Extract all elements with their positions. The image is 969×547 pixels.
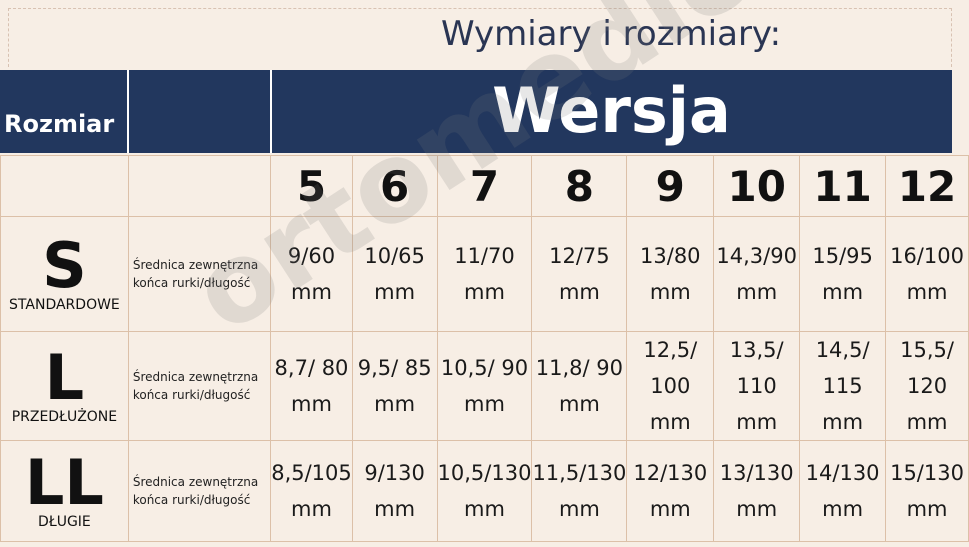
version-header: Wersja: [492, 74, 731, 147]
page-title: Wymiary i rozmiary:: [440, 14, 782, 54]
value-cell: 12/130 mm: [626, 440, 715, 542]
size-cell: LL DŁUGIE: [0, 440, 129, 542]
table-row: L PRZEDŁUŻONE Średnica zewnętrzna końca rur…: [0, 331, 969, 441]
value-cell: 16/100 mm: [885, 216, 969, 332]
value-cell: 8,7/ 80 mm: [270, 331, 353, 441]
value-cell: 12/75 mm: [531, 216, 628, 332]
title-frame: [8, 8, 952, 67]
value-cell: 10,5/ 90 mm: [436, 331, 533, 441]
value-cell: 11,8/ 90 mm: [531, 331, 628, 441]
description-cell: Średnica zewnętrzna końca rurki/długość: [127, 216, 272, 332]
value-cell: 10/65 mm: [351, 216, 438, 332]
version-number: 10: [713, 155, 801, 217]
version-number: 7: [436, 155, 533, 217]
version-number: 6: [351, 155, 438, 217]
value-cell: 9,5/ 85 mm: [351, 331, 438, 441]
size-header: Rozmiar: [4, 110, 115, 138]
size-name: STANDARDOWE: [9, 297, 120, 313]
value-cell: 15/130 mm: [885, 440, 969, 542]
value-cell: 13/130 mm: [713, 440, 801, 542]
value-cell: 14,5/ 115 mm: [799, 331, 887, 441]
value-cell: 11,5/130 mm: [531, 440, 628, 542]
divider: [270, 70, 272, 153]
empty-cell: [127, 155, 272, 217]
value-cell: 14,3/90 mm: [713, 216, 801, 332]
size-cell: L PRZEDŁUŻONE: [0, 331, 129, 441]
table-row: S STANDARDOWE Średnica zewnętrzna końca rur…: [0, 216, 969, 332]
value-cell: 9/130 mm: [351, 440, 438, 542]
size-letter: S: [42, 229, 87, 302]
empty-cell: [0, 155, 129, 217]
version-row: 5 6 7 8 9 10 11 12: [0, 155, 969, 217]
version-number: 9: [626, 155, 715, 217]
version-number: 5: [270, 155, 353, 217]
header-band: Rozmiar Wersja: [0, 70, 952, 153]
value-cell: 12,5/ 100 mm: [626, 331, 715, 441]
size-name: PRZEDŁUŻONE: [11, 409, 118, 425]
value-cell: 10,5/130 mm: [436, 440, 533, 542]
divider: [127, 70, 129, 153]
value-cell: 15/95 mm: [799, 216, 887, 332]
description-cell: Średnica zewnętrzna końca rurki/długość: [127, 440, 272, 542]
description-line: Średnica zewnętrzna: [132, 258, 259, 272]
description-line: końca rurki/długość: [132, 493, 251, 507]
value-cell: 9/60 mm: [270, 216, 353, 332]
value-cell: 15,5/ 120 mm: [885, 331, 969, 441]
version-number: 11: [799, 155, 887, 217]
value-cell: 13,5/ 110 mm: [713, 331, 801, 441]
description-line: końca rurki/długość: [132, 388, 251, 402]
value-cell: 13/80 mm: [626, 216, 715, 332]
value-cell: 8,5/105 mm: [270, 440, 353, 542]
version-number: 8: [531, 155, 628, 217]
description-line: Średnica zewnętrzna: [132, 475, 259, 489]
table-row: LL DŁUGIE Średnica zewnętrzna końca rurki/d…: [0, 440, 969, 542]
description-line: końca rurki/długość: [132, 276, 251, 290]
version-number: 12: [885, 155, 969, 217]
size-table: 5 6 7 8 9 10 11 12 S STANDARDOWE Średnica zewnętrz…: [0, 155, 969, 542]
size-letter: LL: [24, 446, 104, 519]
size-cell: S STANDARDOWE: [0, 216, 129, 332]
value-cell: 11/70 mm: [436, 216, 533, 332]
description-line: Średnica zewnętrzna: [132, 370, 259, 384]
value-cell: 14/130 mm: [799, 440, 887, 542]
description-cell: Średnica zewnętrzna końca rurki/długość: [127, 331, 272, 441]
size-name: DŁUGIE: [38, 514, 91, 530]
size-letter: L: [44, 341, 85, 414]
